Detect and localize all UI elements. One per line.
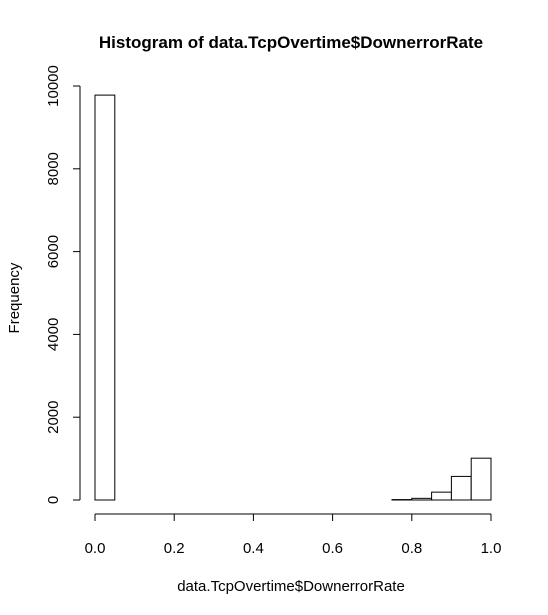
histogram-bar [470, 457, 492, 501]
x-tick-label: 1.0 [481, 540, 502, 557]
x-tick-label: 0.2 [164, 540, 185, 557]
histogram-bar [450, 475, 472, 501]
y-tick-label: 4000 [45, 318, 62, 351]
y-tick-label: 0 [45, 496, 62, 504]
y-axis: 0 2000 4000 6000 8000 10000 [45, 65, 81, 504]
x-axis: 0.0 0.2 0.4 0.6 0.8 1.0 [85, 513, 502, 557]
x-tick-label: 0.8 [401, 540, 422, 557]
y-tick-label: 2000 [45, 401, 62, 434]
x-tick-label: 0.0 [85, 540, 106, 557]
x-axis-label: data.TcpOvertime$DownerrorRate [177, 578, 405, 595]
y-tick-label: 10000 [45, 65, 62, 107]
chart-title: Histogram of data.TcpOvertime$DownerrorR… [99, 33, 483, 52]
x-tick-label: 0.6 [322, 540, 343, 557]
x-tick-label: 0.4 [243, 540, 264, 557]
histogram-bar [431, 491, 452, 501]
y-axis-label: Frequency [6, 262, 23, 333]
histogram-bar [411, 497, 433, 501]
histogram-bar [94, 94, 116, 501]
y-tick-label: 6000 [45, 235, 62, 268]
bars-group [94, 94, 492, 501]
y-tick-label: 8000 [45, 152, 62, 185]
